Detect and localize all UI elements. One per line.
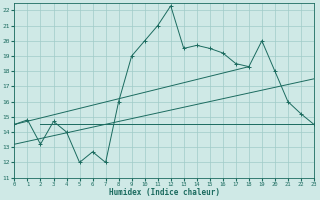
X-axis label: Humidex (Indice chaleur): Humidex (Indice chaleur): [109, 188, 220, 197]
